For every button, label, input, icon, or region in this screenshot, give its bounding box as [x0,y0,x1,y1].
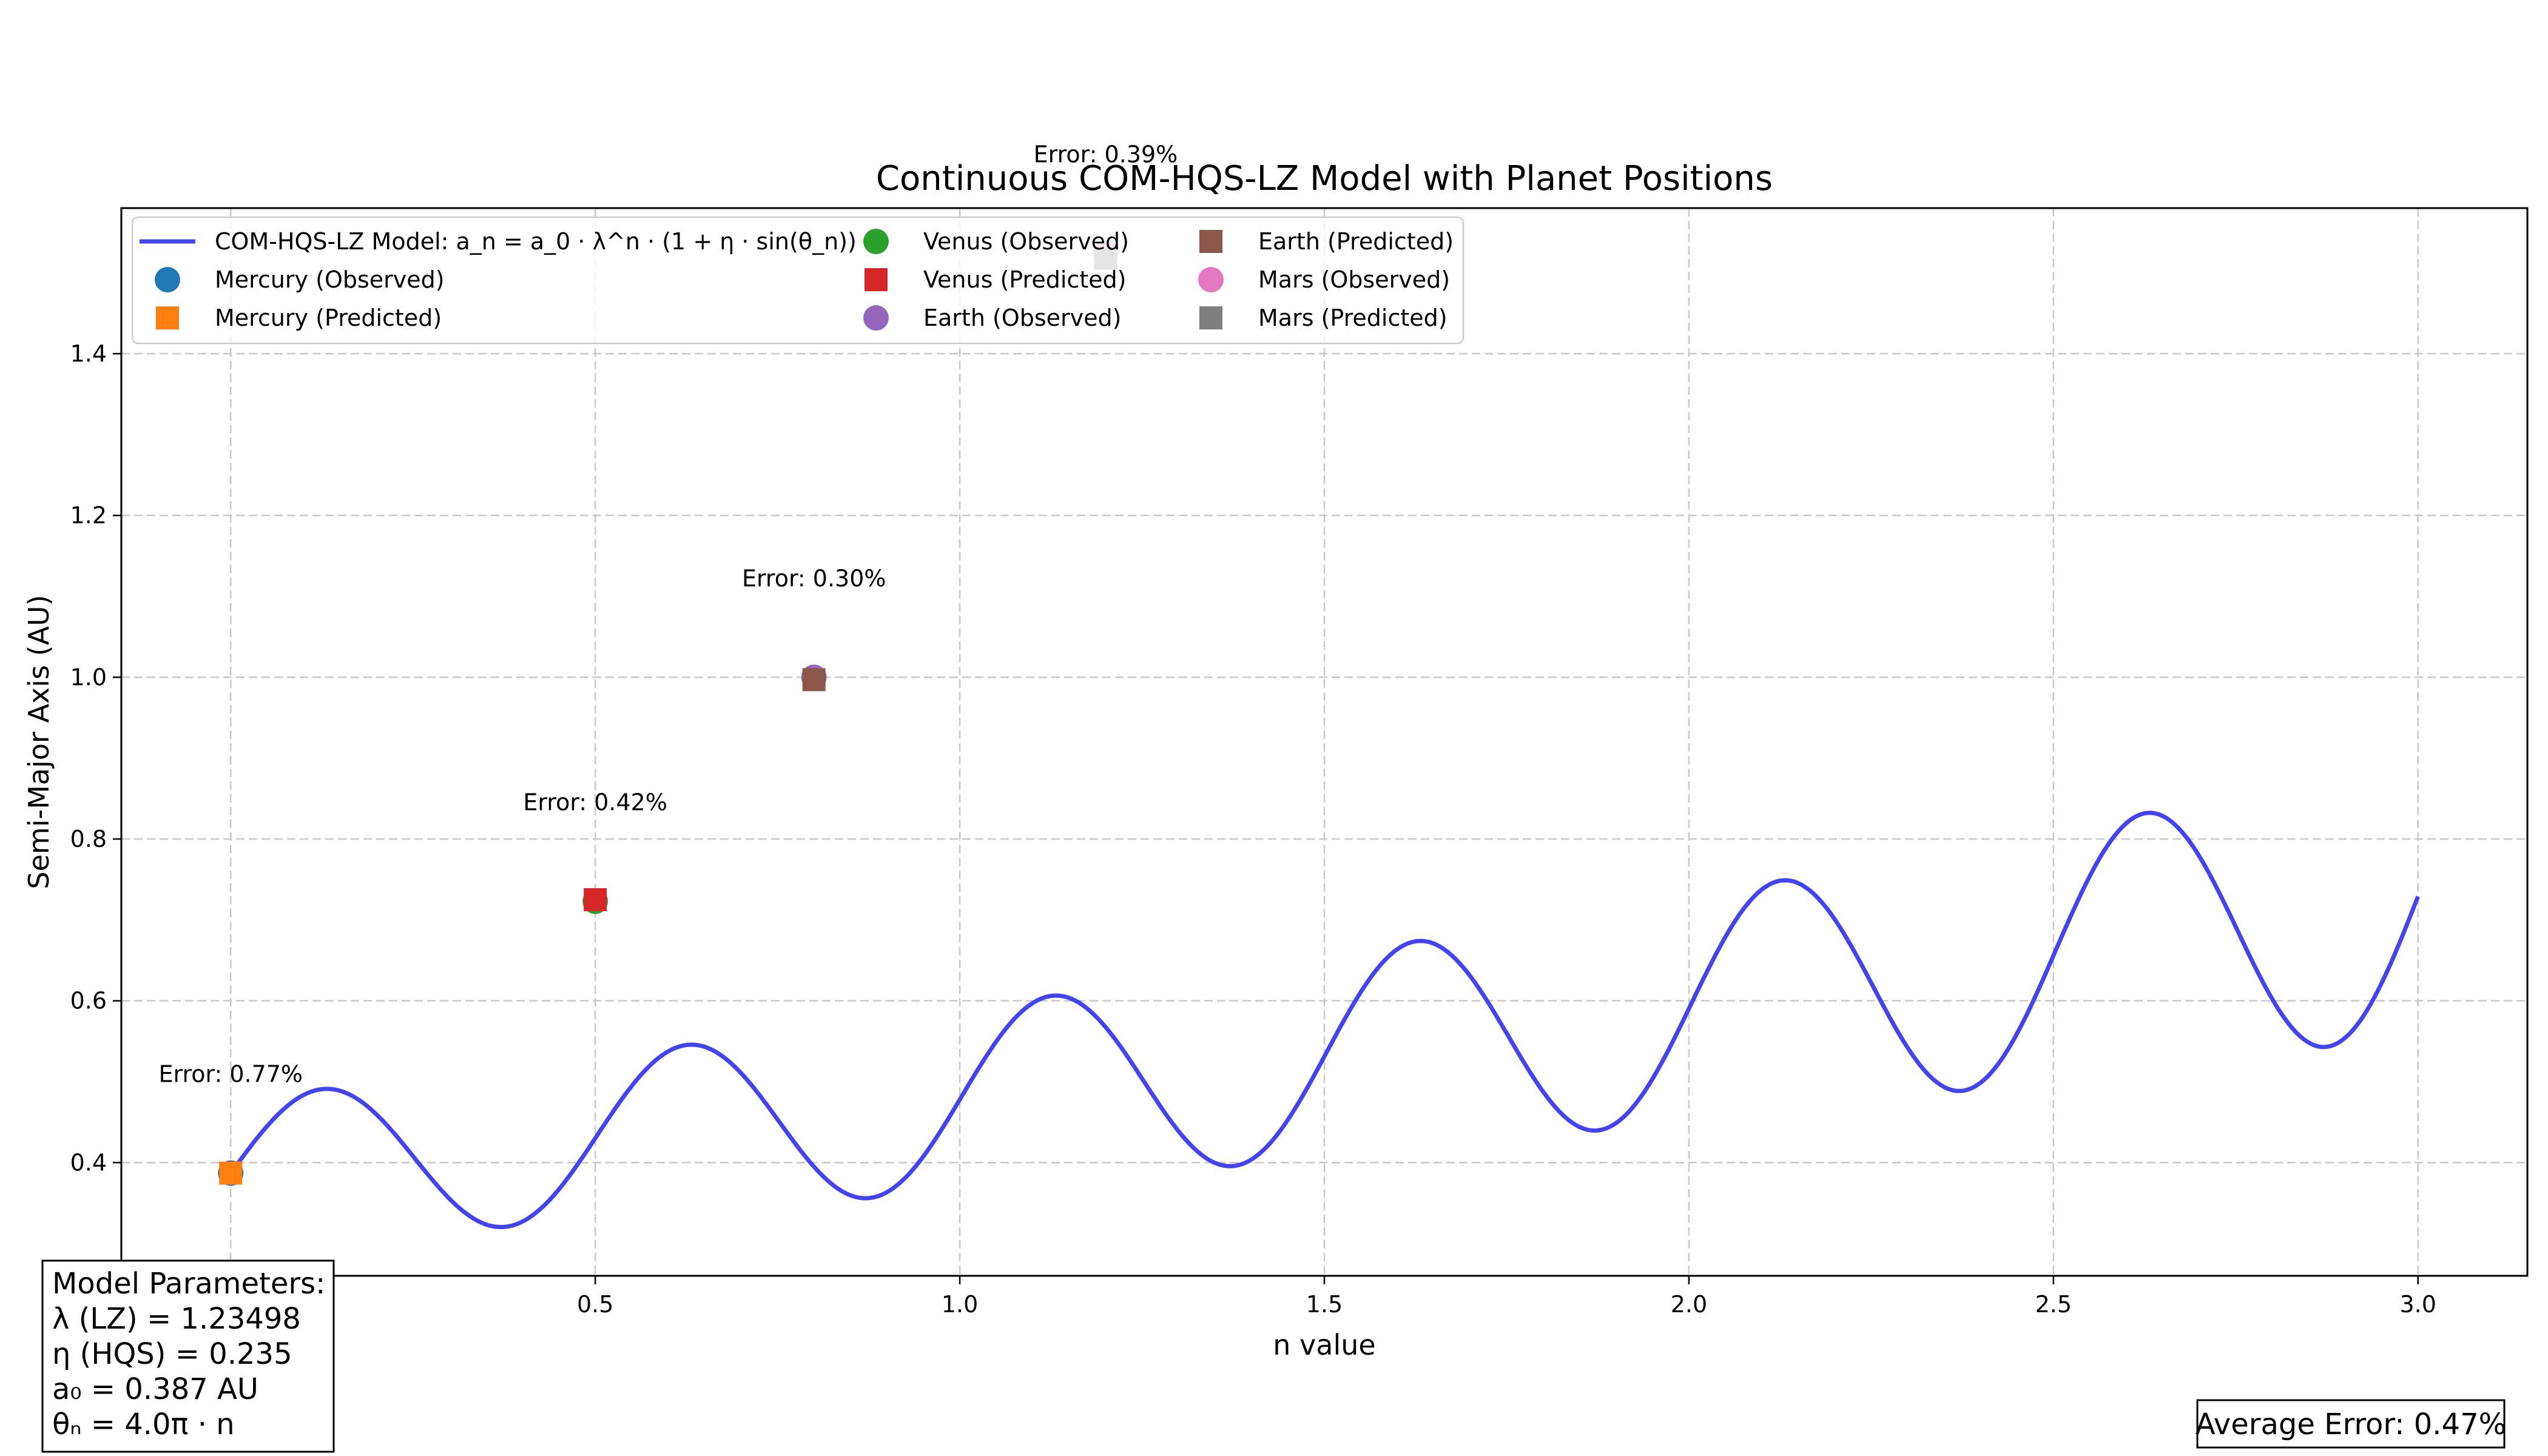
legend-earth-obs-label: Earth (Observed) [923,305,1121,331]
x-tick-label: 1.5 [1306,1291,1343,1318]
error-annotations: Error: 0.77% Error: 0.42% Error: 0.30% Erro… [158,141,1178,1088]
model-parameter-line: η (HQS) = 0.235 [52,1337,292,1371]
y-tick-label: 1.2 [70,502,107,529]
legend-venus-predicted-swatch [864,268,888,291]
earth-error-label: Error: 0.30% [742,565,886,592]
mercury-error-label: Error: 0.77% [158,1061,303,1088]
model-curve-layer [229,811,2420,1230]
x-tick-label: 2.5 [2035,1291,2072,1318]
mars-error-label: Error: 0.39% [1034,141,1178,168]
venus-predicted-marker [584,888,607,911]
model-parameter-line: λ (LZ) = 1.23498 [52,1302,301,1336]
x-tick-label: 3.0 [2400,1291,2436,1318]
y-tick-label: 0.8 [70,826,107,852]
model-parameter-line: Model Parameters: [52,1267,325,1301]
legend-mars-observed-swatch [1198,267,1224,292]
model-parameter-line: θₙ = 4.0π · n [52,1407,235,1441]
grid [121,208,2527,1276]
y-axis-title: Semi-Major Axis (AU) [22,595,55,889]
legend-mercury-pred-label: Mercury (Predicted) [215,305,442,331]
model-parameter-line: a₀ = 0.387 AU [52,1372,258,1406]
model-curve-line [229,811,2420,1230]
legend-venus-obs-label: Venus (Observed) [923,228,1129,255]
legend-mars-pred-label: Mars (Predicted) [1258,305,1448,331]
legend-earth-observed-swatch [863,305,889,331]
x-tick-label: 0.5 [577,1291,613,1318]
legend-venus-pred-label: Venus (Predicted) [923,266,1127,293]
legend-mars-predicted-swatch [1199,306,1222,329]
average-error-frame [2196,1399,2506,1449]
legend-mercury-observed-swatch [155,267,180,292]
earth-predicted-marker [802,668,826,692]
average-error-label: Average Error: 0.47% [2196,1407,2506,1441]
legend-mercury-obs-label: Mercury (Observed) [215,266,445,293]
mercury-predicted-marker [219,1161,243,1185]
chart-title: Continuous COM-HQS-LZ Model with Planet … [876,159,1773,198]
legend-mercury-predicted-swatch [156,306,179,329]
legend: COM-HQS-LZ Model: a_n = a_0 · λ^n · (1 +… [131,216,1464,345]
y-tick-label: 0.4 [70,1149,107,1176]
legend-earth-predicted-swatch [1199,230,1222,253]
legend-model-label: COM-HQS-LZ Model: a_n = a_0 · λ^n · (1 +… [215,228,857,255]
average-error-box: Average Error: 0.47% [2196,1399,2506,1449]
y-tick-label: 1.0 [70,664,107,690]
legend-earth-pred-label: Earth (Predicted) [1258,228,1454,255]
legend-venus-observed-swatch [863,229,889,254]
venus-error-label: Error: 0.42% [523,789,667,816]
x-axis-title: n value [1273,1329,1375,1361]
y-tick-label: 0.6 [70,988,107,1014]
y-tick-label: 1.4 [70,340,107,367]
legend-box [131,216,1464,345]
model-parameters-frame [41,1259,335,1453]
x-tick-label: 2.0 [1671,1291,1707,1318]
legend-mars-obs-label: Mars (Observed) [1258,266,1450,293]
x-tick-label: 1.0 [942,1291,978,1318]
